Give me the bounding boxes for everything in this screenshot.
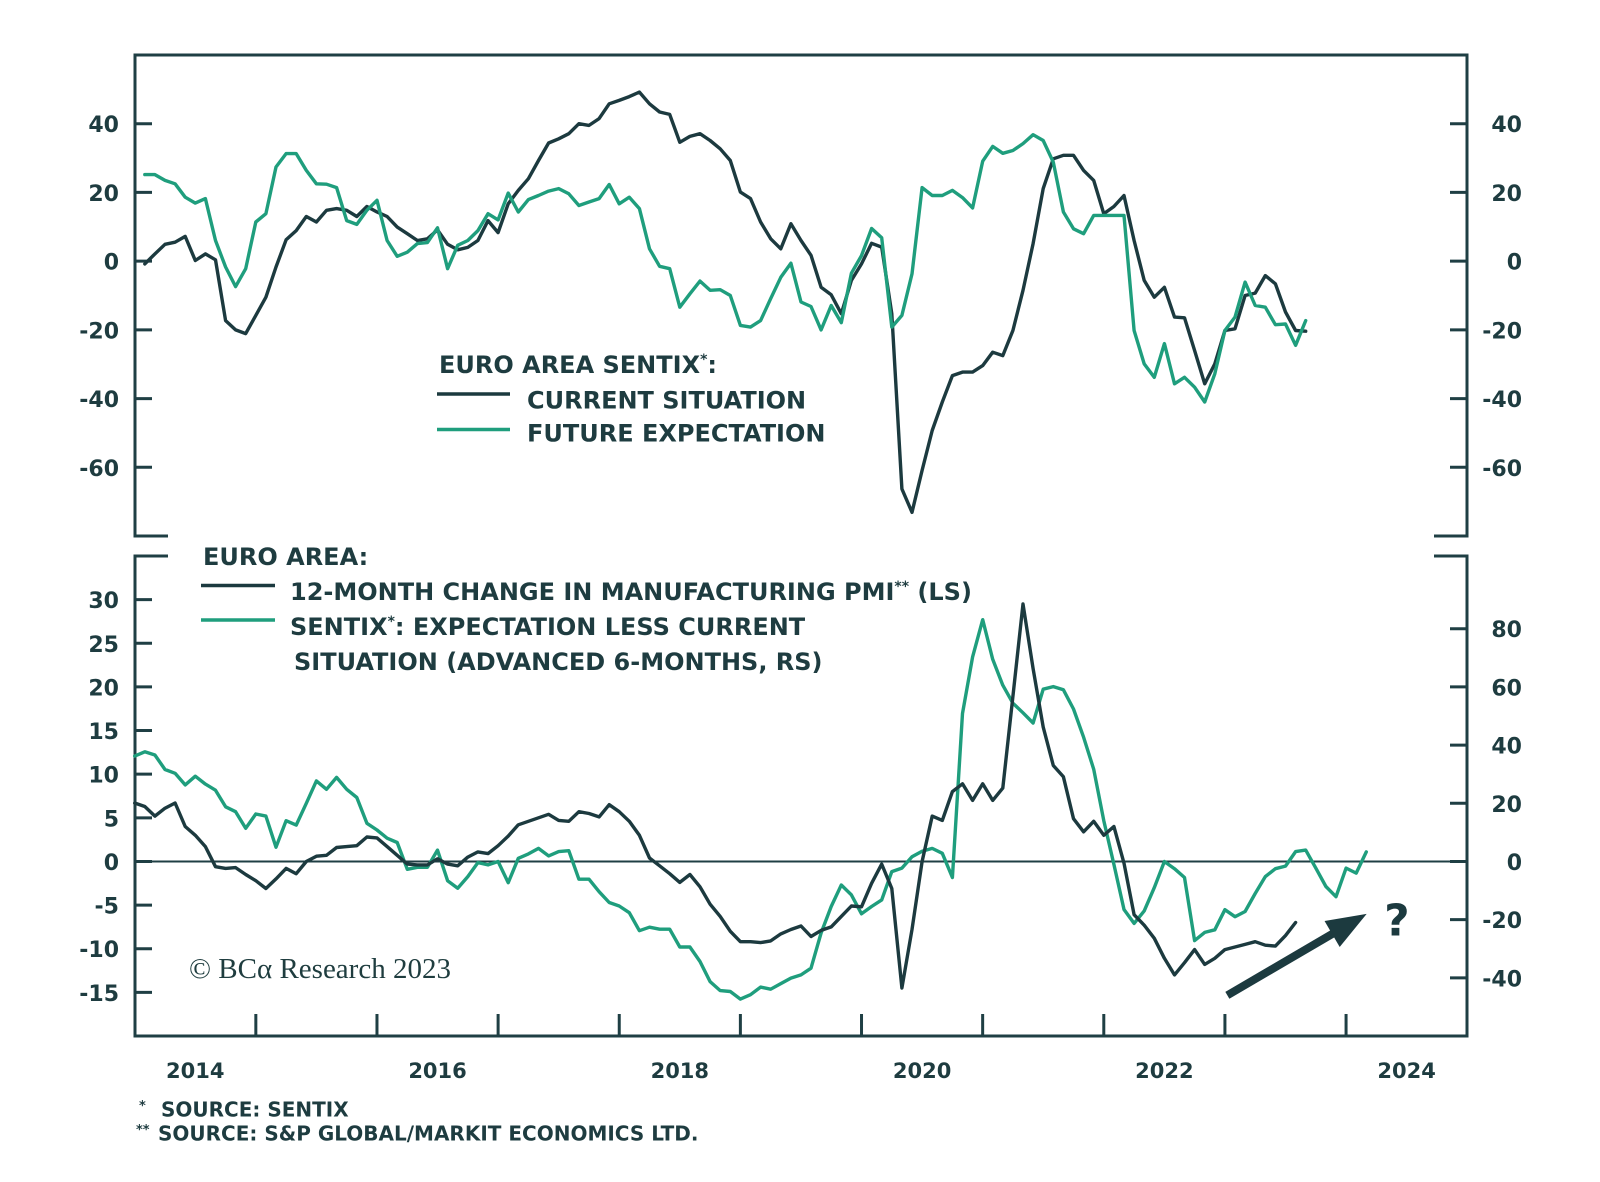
top-panel: 40 20 0 -20 -40 -60 40 20 0 -20 -40 -60 EURO AREA S… bbox=[79, 53, 1522, 538]
x-axis-year-label: 2024 bbox=[1377, 1059, 1435, 1083]
x-axis-year-label: 2020 bbox=[893, 1059, 951, 1083]
left-y-tick-label: 30 bbox=[88, 589, 119, 614]
copyright-icon: © bbox=[189, 953, 211, 985]
right-y-tick-label: 0 bbox=[1507, 251, 1522, 276]
trend-arrow-annotation: ? bbox=[1225, 896, 1410, 999]
bottom-legend-title: EURO AREA: bbox=[203, 543, 368, 571]
legend-label-suffix: : EXPECTATION LESS CURRENT bbox=[395, 613, 806, 641]
right-y-tick-label: 60 bbox=[1491, 676, 1522, 701]
trend-arrow-head-icon bbox=[1324, 913, 1367, 947]
left-y-tick-label: -5 bbox=[95, 895, 119, 920]
footnote-marker: ** bbox=[894, 579, 909, 595]
legend-label-future-expectation: FUTURE EXPECTATION bbox=[527, 420, 825, 448]
footnotes: * SOURCE: SENTIX ** SOURCE: S&P GLOBAL/M… bbox=[136, 1098, 698, 1146]
right-y-tick-label: 40 bbox=[1491, 735, 1522, 760]
series-line-current-situation bbox=[143, 90, 1308, 514]
top-panel-frame bbox=[133, 53, 1469, 538]
bottom-panel-frame bbox=[133, 554, 1469, 1038]
footnote-source-sentix: SOURCE: SENTIX bbox=[161, 1098, 349, 1122]
left-y-tick-label: 0 bbox=[104, 251, 119, 276]
legend-label-suffix: (LS) bbox=[909, 578, 972, 606]
right-y-tick-label: -20 bbox=[1482, 909, 1522, 934]
left-y-tick-label: 5 bbox=[104, 807, 119, 832]
left-y-tick-label: 40 bbox=[88, 113, 119, 138]
top-legend-title: EURO AREA SENTIX*: bbox=[439, 351, 717, 379]
x-axis-year-label: 2018 bbox=[651, 1059, 709, 1083]
x-axis-year-label: 2014 bbox=[166, 1059, 224, 1083]
left-y-tick-label: 15 bbox=[88, 720, 119, 745]
right-y-tick-label: -40 bbox=[1482, 388, 1522, 413]
bottom-panel: 30 25 20 15 10 5 0 -5 -10 -15 80 60 40 20 0 -20 -40 EURO… bbox=[79, 543, 1522, 1038]
footnote-source-markit: SOURCE: S&P GLOBAL/MARKIT ECONOMICS LTD. bbox=[158, 1122, 698, 1146]
series-line-sentix-expectation-less-current bbox=[133, 618, 1368, 1001]
right-y-tick-label: -60 bbox=[1482, 457, 1522, 482]
watermark-text: Research 2023 bbox=[279, 953, 451, 985]
left-y-tick-label: -15 bbox=[79, 982, 119, 1007]
legend-title-text: EURO AREA SENTIX bbox=[439, 351, 701, 379]
top-legend: EURO AREA SENTIX*: CURRENT SITUATION FUT… bbox=[437, 351, 825, 448]
x-axis: 2014 2016 2018 2020 2022 2024 bbox=[166, 1014, 1436, 1083]
right-y-tick-label: 80 bbox=[1491, 618, 1522, 643]
x-axis-year-label: 2022 bbox=[1135, 1059, 1193, 1083]
right-y-tick-label: 20 bbox=[1491, 793, 1522, 818]
legend-label-sentix-diff-line2: SITUATION (ADVANCED 6-MONTHS, RS) bbox=[294, 648, 823, 676]
right-y-tick-label: 0 bbox=[1507, 851, 1522, 876]
left-y-tick-label: 20 bbox=[88, 182, 119, 207]
left-y-tick-label: -10 bbox=[79, 938, 119, 963]
legend-label-text: SENTIX bbox=[290, 613, 388, 641]
series-line-pmi-12-month-change bbox=[133, 602, 1298, 990]
right-y-tick-label: -20 bbox=[1482, 319, 1522, 344]
right-y-tick-label: 40 bbox=[1491, 113, 1522, 138]
legend-label-current-situation: CURRENT SITUATION bbox=[527, 387, 806, 415]
legend-label-sentix-diff: SENTIX*: EXPECTATION LESS CURRENT bbox=[290, 613, 806, 641]
legend-title-suffix: : bbox=[707, 351, 717, 379]
footnote-marker: * bbox=[388, 614, 396, 630]
question-mark-annotation: ? bbox=[1384, 896, 1410, 947]
right-y-tick-label: 20 bbox=[1491, 182, 1522, 207]
top-panel-y-axes: 40 20 0 -20 -40 -60 40 20 0 -20 -40 -60 bbox=[79, 113, 1522, 482]
footnote-marker: * bbox=[700, 352, 708, 368]
left-y-tick-label: 20 bbox=[88, 676, 119, 701]
left-y-tick-label: 25 bbox=[88, 633, 119, 658]
legend-label-text: 12-MONTH CHANGE IN MANUFACTURING PMI bbox=[290, 578, 894, 606]
brand-logo-text: BCα bbox=[218, 953, 272, 985]
left-y-tick-label: -20 bbox=[79, 319, 119, 344]
left-y-tick-label: -60 bbox=[79, 457, 119, 482]
x-axis-year-label: 2016 bbox=[408, 1059, 466, 1083]
bottom-legend: EURO AREA: 12-MONTH CHANGE IN MANUFACTUR… bbox=[201, 543, 972, 676]
trend-arrow-shaft bbox=[1225, 929, 1336, 999]
left-y-tick-label: -40 bbox=[79, 388, 119, 413]
bottom-panel-y-axes: 30 25 20 15 10 5 0 -5 -10 -15 80 60 40 20 0 -20 -40 bbox=[79, 589, 1522, 1007]
left-y-tick-label: 10 bbox=[88, 764, 119, 789]
series-line-future-expectation bbox=[143, 133, 1308, 404]
copyright-watermark: © BCα Research 2023 bbox=[189, 953, 451, 985]
left-y-tick-label: 0 bbox=[104, 851, 119, 876]
footnote-marker: * bbox=[139, 1099, 146, 1114]
legend-label-pmi-change: 12-MONTH CHANGE IN MANUFACTURING PMI** (… bbox=[290, 578, 972, 606]
footnote-marker: ** bbox=[136, 1123, 150, 1138]
right-y-tick-label: -40 bbox=[1482, 967, 1522, 992]
